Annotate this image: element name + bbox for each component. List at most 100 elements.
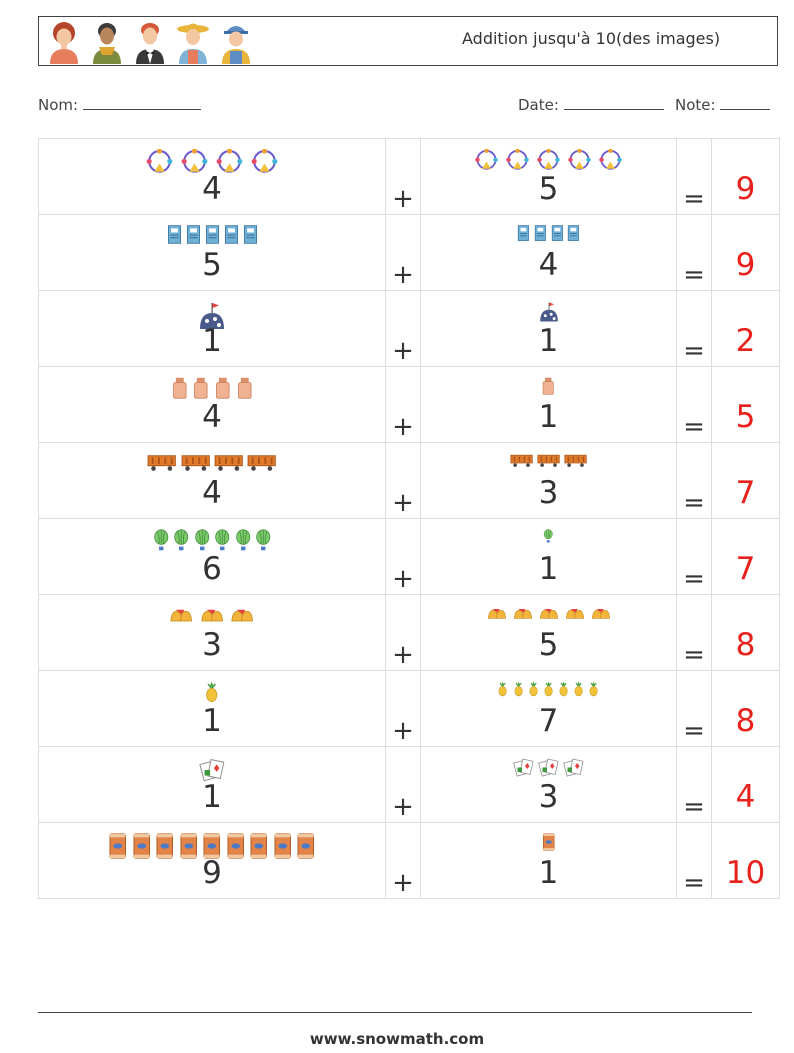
equals-sign: = (683, 184, 705, 214)
equals-cell: = (676, 214, 712, 291)
table-row: 1 +1 = 2 (38, 290, 780, 367)
answer-cell[interactable]: 4 (711, 746, 780, 823)
woman-red-hair-icon (50, 22, 78, 64)
plus-cell: + (385, 670, 421, 747)
snack-bag-icon (273, 833, 293, 859)
left-number: 1 (202, 323, 222, 359)
left-operand-cell: 4 (38, 138, 386, 215)
freight-car-icon (214, 453, 243, 471)
name-field[interactable]: Nom: (38, 95, 201, 114)
answer-value: 9 (735, 170, 756, 207)
freight-car-icon (147, 453, 177, 471)
equals-cell: = (676, 670, 712, 747)
answer-cell[interactable]: 8 (711, 670, 780, 747)
book-icon (534, 225, 547, 241)
table-row: 5 +4 = 9 (38, 214, 780, 291)
snack-bag-icon (249, 833, 269, 859)
hot-air-balloon-icon (235, 529, 252, 551)
equals-cell: = (676, 594, 712, 671)
answer-cell[interactable]: 9 (711, 214, 780, 291)
left-operand-cell: 1 (38, 670, 386, 747)
equals-sign: = (683, 716, 705, 746)
left-picture-group (39, 757, 385, 783)
plus-cell: + (385, 594, 421, 671)
answer-cell[interactable]: 7 (711, 442, 780, 519)
snack-bag-icon (179, 833, 199, 859)
ferris-wheel-icon (597, 149, 624, 172)
equals-sign: = (683, 260, 705, 290)
right-picture-group (421, 529, 676, 543)
bells-icon (512, 605, 534, 621)
plus-sign: + (392, 184, 414, 214)
left-operand-cell: 6 (38, 518, 386, 595)
plus-sign: + (392, 792, 414, 822)
note-field[interactable]: Note: (675, 95, 771, 114)
right-operand-cell: 1 (420, 518, 677, 595)
answer-cell[interactable]: 8 (711, 594, 780, 671)
name-blank[interactable] (82, 95, 201, 110)
bells-icon (229, 605, 255, 624)
footer-divider (38, 1012, 752, 1013)
date-field[interactable]: Date: (518, 95, 664, 114)
left-operand-cell: 1 (38, 290, 386, 367)
date-blank[interactable] (563, 95, 664, 110)
bells-icon (168, 605, 194, 624)
book-icon (243, 225, 258, 244)
hot-air-balloon-icon (255, 529, 272, 551)
plus-cell: + (385, 746, 421, 823)
equals-sign: = (683, 564, 705, 594)
answer-cell[interactable]: 9 (711, 138, 780, 215)
book-icon (205, 225, 220, 244)
note-blank[interactable] (720, 95, 771, 110)
freight-car-icon (537, 453, 560, 467)
answer-value: 8 (735, 702, 756, 739)
right-picture-group (421, 377, 676, 395)
pineapple-icon (204, 681, 219, 703)
answer-cell[interactable]: 7 (711, 518, 780, 595)
playing-cards-icon (199, 757, 225, 783)
jar-icon (236, 377, 254, 399)
answer-cell[interactable]: 10 (711, 822, 780, 899)
bells-icon (590, 605, 612, 621)
left-number: 6 (202, 551, 222, 587)
book-icon (567, 225, 580, 241)
avatar-strip (47, 20, 253, 64)
ferris-wheel-icon (214, 149, 245, 176)
answer-cell[interactable]: 2 (711, 290, 780, 367)
jar-icon (214, 377, 232, 399)
freight-car-icon (181, 453, 210, 471)
equals-cell: = (676, 366, 712, 443)
right-picture-group (421, 605, 676, 621)
answer-cell[interactable]: 5 (711, 366, 780, 443)
left-number: 1 (202, 779, 222, 815)
farmer-woman-icon (177, 23, 209, 64)
right-operand-cell: 7 (420, 670, 677, 747)
left-number: 4 (202, 475, 222, 511)
waiter-icon (136, 23, 164, 64)
left-number: 4 (202, 399, 222, 435)
left-picture-group (39, 301, 385, 331)
equals-sign: = (683, 336, 705, 366)
right-picture-group (421, 681, 676, 697)
left-number: 3 (202, 627, 222, 663)
left-operand-cell: 4 (38, 366, 386, 443)
answer-value: 2 (735, 322, 756, 359)
snack-bag-icon (296, 833, 316, 859)
right-picture-group (421, 301, 676, 323)
left-number: 4 (202, 171, 222, 207)
hot-air-balloon-icon (153, 529, 170, 551)
ferris-wheel-icon (473, 149, 500, 172)
ferris-wheel-icon (535, 149, 562, 172)
answer-value: 7 (735, 474, 756, 511)
plus-sign: + (392, 412, 414, 442)
plus-sign: + (392, 716, 414, 746)
table-row: 4 +3 = 7 (38, 442, 780, 519)
left-picture-group (39, 377, 385, 399)
freight-car-icon (247, 453, 277, 471)
left-operand-cell: 5 (38, 214, 386, 291)
equals-sign: = (683, 640, 705, 670)
plus-sign: + (392, 260, 414, 290)
pineapple-icon (543, 681, 554, 697)
note-label: Note: (675, 96, 716, 114)
snack-bag-icon (132, 833, 152, 859)
